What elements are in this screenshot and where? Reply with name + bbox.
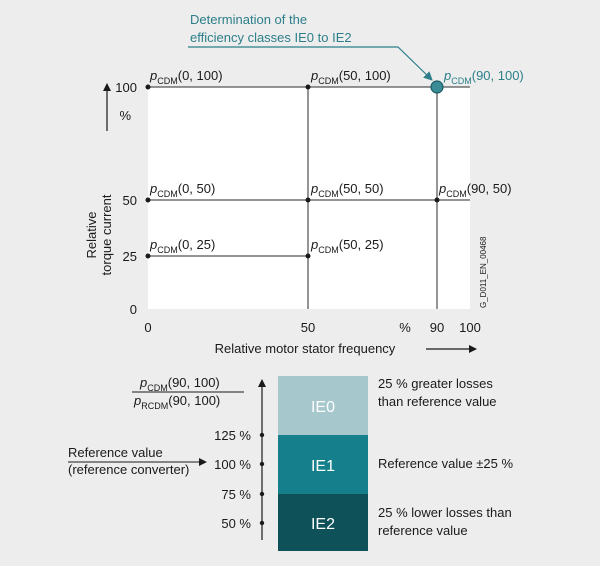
ratio-denominator: pRCDM(90, 100): [133, 393, 220, 411]
point-label-50-50: pCDM(50, 50): [310, 181, 384, 199]
point-dot: [305, 84, 311, 90]
scale-tick-dot: [259, 461, 265, 467]
x-tick-90: 90: [430, 320, 444, 335]
class-label-ie2: IE2: [311, 516, 335, 533]
point-label-90-50: pCDM(90, 50): [438, 181, 512, 199]
y-tick-100: 100: [115, 80, 137, 95]
x-axis-unit: %: [399, 320, 411, 335]
y-tick-50: 50: [123, 193, 137, 208]
y-axis-unit: %: [119, 108, 131, 123]
scale-tick-50: 50 %: [221, 516, 251, 531]
x-tick-0: 0: [144, 320, 151, 335]
reference-label-line-1: Reference value: [68, 445, 163, 460]
y-axis-label-line-1: Relative: [84, 212, 99, 259]
point-dot: [145, 197, 151, 203]
scale-tick-dot: [259, 432, 265, 438]
point-label-90-100: pCDM(90, 100): [443, 68, 524, 86]
point-label-50-100: pCDM(50, 100): [310, 68, 391, 86]
point-dot: [145, 253, 151, 259]
class-block-ie0: [278, 376, 368, 435]
highlight-point-marker: [430, 80, 444, 94]
scale-tick-100: 100 %: [214, 457, 251, 472]
ratio-numerator: pCDM(90, 100): [139, 375, 220, 393]
y-axis-label-line-2: torque current: [99, 194, 114, 275]
ie0-description-line-2: than reference value: [378, 394, 497, 409]
class-label-ie1: IE1: [311, 458, 335, 475]
class-label-ie0: IE0: [311, 399, 335, 416]
scale-tick-125: 125 %: [214, 428, 251, 443]
point-label-0-25: pCDM(0, 25): [149, 237, 215, 255]
point-dot: [305, 253, 311, 259]
point-label-0-50: pCDM(0, 50): [149, 181, 215, 199]
grid-points: [145, 80, 444, 259]
annotation-pointer-arrow: [188, 46, 433, 81]
point-dot: [434, 197, 440, 203]
annotation-line-1: Determination of the: [190, 12, 307, 27]
annotation-line-2: efficiency classes IE0 to IE2: [190, 30, 352, 45]
figure-code: G_D011_EN_00468: [479, 236, 488, 308]
ie2-description-line-1: 25 % lower losses than: [378, 505, 512, 520]
ie1-description: Reference value ±25 %: [378, 456, 513, 471]
point-label-50-25: pCDM(50, 25): [310, 237, 384, 255]
y-tick-25: 25: [123, 249, 137, 264]
scale-tick-75: 75 %: [221, 487, 251, 502]
ie2-description-line-2: reference value: [378, 523, 468, 538]
ie0-description-line-1: 25 % greater losses: [378, 376, 493, 391]
scale-tick-dot: [259, 491, 265, 497]
point-dot: [305, 197, 311, 203]
class-block-ie1: [278, 435, 368, 494]
x-tick-50: 50: [301, 320, 315, 335]
scale-tick-dot: [259, 520, 265, 526]
x-tick-100: 100: [459, 320, 481, 335]
x-axis-label: Relative motor stator frequency: [215, 341, 396, 356]
y-tick-0: 0: [130, 302, 137, 317]
point-label-0-100: pCDM(0, 100): [149, 68, 223, 86]
point-dot: [145, 84, 151, 90]
class-block-ie2: [278, 494, 368, 551]
reference-label-line-2: (reference converter): [68, 462, 189, 477]
